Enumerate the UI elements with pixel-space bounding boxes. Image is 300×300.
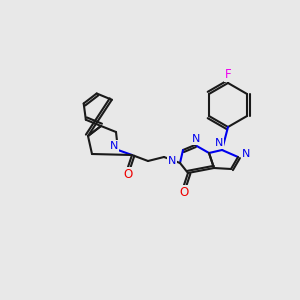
Text: N: N	[168, 156, 176, 166]
Text: F: F	[225, 68, 231, 80]
Text: N: N	[110, 141, 118, 151]
Text: N: N	[242, 149, 250, 159]
Text: N: N	[215, 138, 223, 148]
Text: N: N	[192, 134, 200, 144]
Text: O: O	[179, 187, 189, 200]
Text: O: O	[123, 169, 133, 182]
